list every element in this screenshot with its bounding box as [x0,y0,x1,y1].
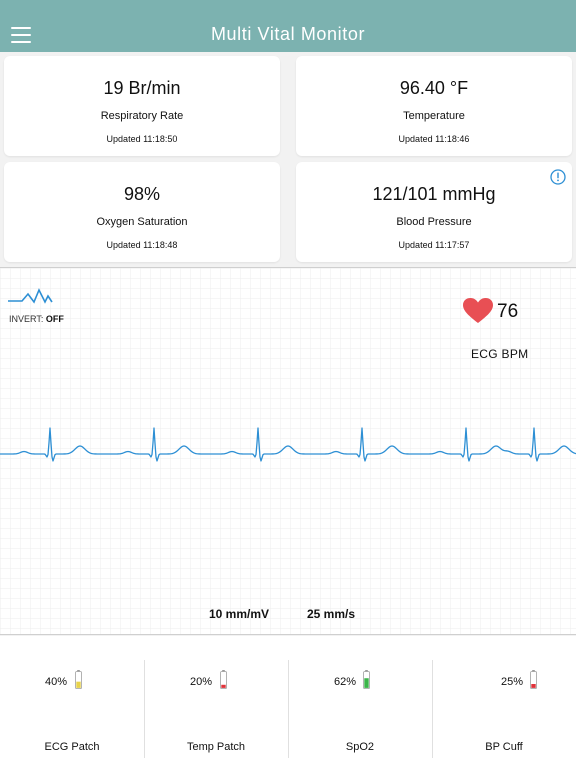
vital-label: Respiratory Rate [100,110,184,122]
hamburger-menu-icon[interactable] [11,27,31,43]
divider [432,660,433,758]
ecg-bpm-value: 76 [497,301,519,322]
device-name: Temp Patch [186,741,246,753]
vital-updated-time: Updated 11:18:46 [398,134,470,144]
device-temp-patch[interactable]: 20% Temp Patch [144,636,288,768]
heart-icon [463,298,493,323]
invert-toggle-icon[interactable] [8,288,54,306]
device-battery-percent: 40% [45,676,68,688]
vital-label: Temperature [403,110,465,122]
ecg-trace [0,427,576,462]
vital-updated-time: Updated 11:18:48 [106,240,178,250]
ecg-grid [0,268,576,634]
device-name: ECG Patch [44,741,100,753]
ecg-amplitude-scale: 10 mm/mV [209,607,270,621]
device-name: SpO2 [345,741,375,753]
device-battery-percent: 62% [334,676,357,688]
battery-icon [75,670,82,689]
vital-value: 96.40 °F [399,78,469,98]
invert-toggle[interactable]: INVERT: OFF [9,314,64,324]
device-battery-percent: 25% [501,676,524,688]
vital-card-blood-pressure[interactable]: 121/101 mmHg Blood Pressure Updated 11:1… [296,162,572,262]
device-spo2[interactable]: 62% SpO2 [288,636,432,768]
battery-icon [530,670,537,689]
divider [288,660,289,758]
vital-card-temperature[interactable]: 96.40 °F Temperature Updated 11:18:46 [296,56,572,156]
device-battery-percent: 20% [190,676,213,688]
battery-icon [363,670,370,689]
ecg-panel: INVERT: OFF 76 ECG BPM 10 mm/mV 25 mm/s [0,267,576,635]
invert-label: INVERT: [9,314,44,324]
app-header: Multi Vital Monitor [0,0,576,52]
ecg-bpm-label: ECG BPM [471,347,529,361]
invert-state: OFF [45,314,64,324]
device-name: BP Cuff [485,741,523,753]
vital-value: 98% [123,184,161,204]
vital-value: 121/101 mmHg [372,184,496,204]
vital-card-respiratory-rate[interactable]: 19 Br/min Respiratory Rate Updated 11:18… [4,56,280,156]
divider [144,660,145,758]
vital-updated-time: Updated 11:18:50 [106,134,178,144]
page-title: Multi Vital Monitor [210,24,366,44]
ecg-speed-scale: 25 mm/s [307,607,356,621]
vital-updated-time: Updated 11:17:57 [398,240,470,250]
info-icon[interactable] [550,169,566,185]
vital-label: Oxygen Saturation [96,216,188,228]
device-bp-cuff[interactable]: 25% BP Cuff [432,636,576,768]
vital-card-oxygen-saturation[interactable]: 98% Oxygen Saturation Updated 11:18:48 [4,162,280,262]
battery-icon [220,670,227,689]
vital-label: Blood Pressure [396,216,472,228]
vital-value: 19 Br/min [103,78,181,98]
device-ecg-patch[interactable]: 40% ECG Patch [0,636,144,768]
device-status-bar: 40% ECG Patch 20% Temp Patch 62% SpO2 25… [0,636,576,768]
